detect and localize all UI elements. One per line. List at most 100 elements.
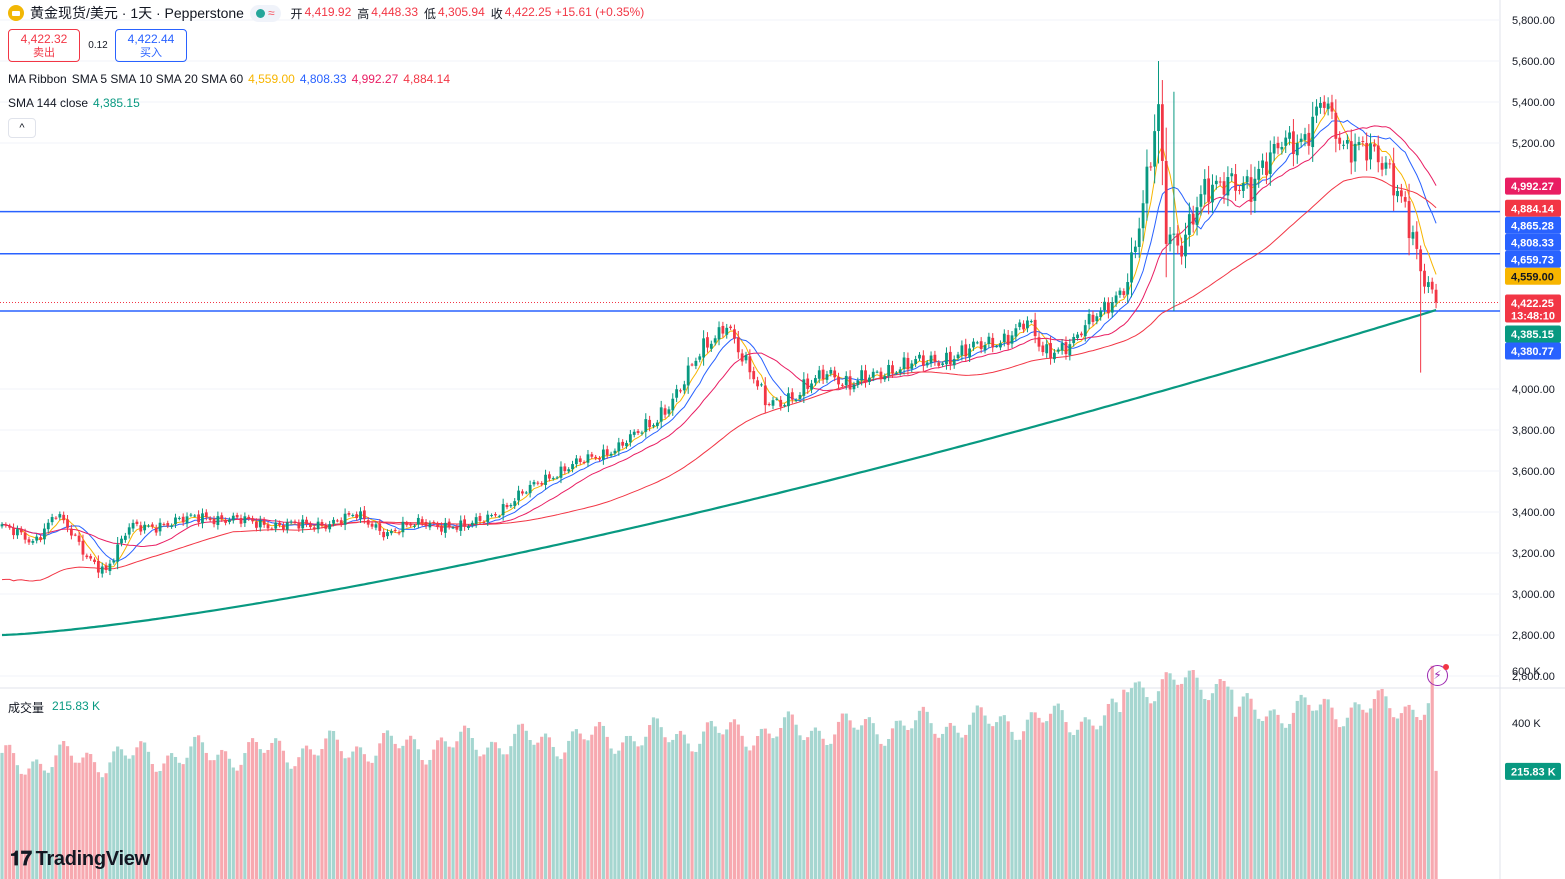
candle-body (586, 454, 590, 463)
tradingview-logo[interactable]: 𝟏𝟕 TradingView (10, 848, 150, 871)
candle-body (736, 337, 740, 353)
price-axis-label-bg (1505, 325, 1561, 343)
volume-bar (1056, 703, 1060, 879)
volume-bar (170, 753, 174, 879)
volume-bar (123, 755, 127, 879)
ma-ribbon-name: MA Ribbon (8, 72, 67, 86)
candle-body (1299, 138, 1303, 142)
volume-bar (378, 743, 382, 879)
candle-body (1095, 316, 1099, 322)
volume-bar (1264, 716, 1269, 879)
candle-body (1130, 252, 1133, 283)
candle-body (467, 526, 470, 528)
candle-body (270, 528, 274, 530)
volume-bar (139, 741, 143, 879)
candle-body (1064, 342, 1068, 355)
volume-bar (470, 738, 474, 879)
candle-body (1199, 194, 1203, 207)
candle-body (948, 351, 952, 365)
candle-body (1241, 183, 1245, 191)
candle-body (401, 521, 405, 533)
volume-bar (443, 741, 447, 879)
sma60-line (1, 176, 1437, 582)
candle-body (1315, 106, 1318, 116)
volume-bar (143, 742, 147, 879)
candle-body (81, 540, 85, 555)
candle-body (231, 515, 235, 521)
volume-bar (1072, 735, 1076, 879)
sma144-line (1, 308, 1437, 637)
candle-body (359, 511, 362, 519)
candle-body (821, 369, 825, 380)
sell-button[interactable]: 4,422.32 卖出 (8, 29, 80, 62)
candle-body (1168, 234, 1172, 244)
volume-bar (1172, 679, 1176, 879)
candle-body (189, 514, 193, 516)
price-tick-label: 2,800.00 (1512, 630, 1555, 642)
volume-bar (728, 722, 733, 879)
candle-body (89, 556, 93, 559)
volume-bar (755, 736, 760, 879)
volume-bar (678, 730, 683, 879)
volume-bar (19, 773, 23, 879)
candle-body (482, 521, 486, 524)
volume-bar (312, 754, 316, 879)
volume-bar (85, 752, 89, 879)
volume-legend[interactable]: 成交量 215.83 K (8, 699, 100, 716)
volume-bar (158, 770, 162, 879)
price-axis-label-bg (1505, 199, 1561, 217)
candle-body (1322, 101, 1326, 108)
volume-bar (929, 723, 933, 879)
candle-body (1430, 281, 1434, 290)
volume-bar (860, 725, 864, 879)
candle-body (1311, 116, 1315, 148)
candle-body (521, 491, 524, 494)
buy-button[interactable]: 4,422.44 买入 (115, 29, 187, 62)
candle-body (62, 514, 66, 521)
volume-bar (162, 763, 166, 879)
volume-bar (258, 749, 262, 879)
volume-bar (998, 716, 1003, 879)
volume-bar (1388, 708, 1392, 879)
volume-bar (1025, 719, 1030, 879)
candle-body (1399, 190, 1403, 197)
candle-body (613, 450, 617, 454)
volume-bar (887, 739, 891, 879)
lightning-icon[interactable]: ⚡ (1427, 665, 1448, 686)
volume-bar (852, 727, 856, 879)
ma-ribbon-legend[interactable]: MA Ribbon SMA 5 SMA 10 SMA 20 SMA 60 4,5… (8, 72, 450, 86)
volume-bar (289, 768, 293, 879)
candle-body (933, 354, 937, 362)
candle-body (837, 376, 840, 385)
volume-bar (709, 720, 713, 879)
candle-body (501, 504, 505, 516)
volume-bar (62, 740, 66, 879)
volume-bar (543, 733, 548, 879)
volume-bar (867, 717, 871, 879)
volume-bar (247, 742, 251, 879)
symbol-title[interactable]: 黄金现货/美元 · 1天 · Pepperstone (30, 5, 244, 21)
volume-bar (690, 751, 694, 879)
candle-body (274, 522, 278, 529)
volume-bar (925, 711, 929, 879)
volume-bar (216, 754, 220, 879)
price-tick-label: 3,400.00 (1512, 507, 1555, 519)
volume-bar (166, 755, 170, 879)
collapse-legend-button[interactable]: ^ (8, 118, 36, 138)
candle-body (243, 516, 247, 524)
candle-body (135, 521, 139, 525)
candle-body (258, 519, 262, 528)
candle-body (1426, 282, 1430, 287)
volume-bar (979, 707, 983, 879)
candle-body (436, 524, 440, 528)
market-status-pill[interactable]: ≈ (249, 4, 281, 22)
candle-body (16, 529, 19, 536)
candle-body (193, 515, 197, 517)
open-value: 4,419.92 (304, 4, 352, 19)
sma144-legend[interactable]: SMA 144 close 4,385.15 (8, 96, 140, 110)
volume-bar (790, 714, 794, 879)
volume-bar (713, 726, 717, 879)
volume-bar (239, 764, 243, 879)
candle-body (856, 380, 860, 385)
